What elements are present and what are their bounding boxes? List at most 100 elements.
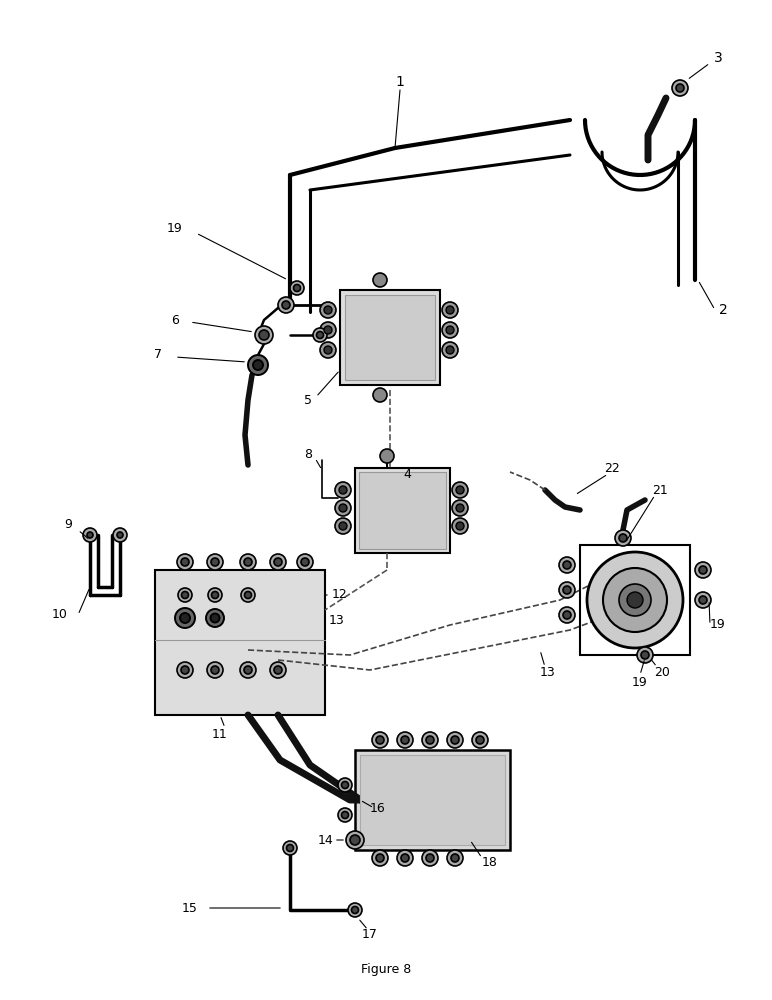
Circle shape <box>446 346 454 354</box>
Circle shape <box>320 302 336 318</box>
Text: 6: 6 <box>171 314 179 326</box>
Circle shape <box>699 596 707 604</box>
Circle shape <box>293 284 300 292</box>
Circle shape <box>426 736 434 744</box>
Bar <box>355 750 510 850</box>
Circle shape <box>175 608 195 628</box>
Circle shape <box>397 850 413 866</box>
Circle shape <box>456 486 464 494</box>
Circle shape <box>211 613 219 622</box>
Circle shape <box>447 732 463 748</box>
Circle shape <box>338 808 352 822</box>
Circle shape <box>240 554 256 570</box>
Text: 11: 11 <box>212 728 228 742</box>
Circle shape <box>177 554 193 570</box>
Circle shape <box>376 736 384 744</box>
Circle shape <box>274 558 282 566</box>
Circle shape <box>324 326 332 334</box>
Circle shape <box>313 328 327 342</box>
Text: Figure 8: Figure 8 <box>361 964 411 976</box>
Circle shape <box>290 281 304 295</box>
Circle shape <box>559 557 575 573</box>
Circle shape <box>87 532 93 538</box>
Circle shape <box>373 273 387 287</box>
Circle shape <box>341 812 348 818</box>
Circle shape <box>563 561 571 569</box>
Circle shape <box>350 835 360 845</box>
Circle shape <box>270 554 286 570</box>
Text: 19: 19 <box>167 222 183 234</box>
Text: 19: 19 <box>710 618 726 632</box>
Circle shape <box>442 322 458 338</box>
Circle shape <box>627 592 643 608</box>
Circle shape <box>351 906 358 914</box>
Circle shape <box>348 903 362 917</box>
Circle shape <box>372 732 388 748</box>
Bar <box>340 290 440 385</box>
Circle shape <box>563 586 571 594</box>
Circle shape <box>324 346 332 354</box>
Bar <box>155 570 325 715</box>
Circle shape <box>278 297 294 313</box>
Text: 19: 19 <box>632 676 648 688</box>
Circle shape <box>117 532 123 538</box>
Circle shape <box>324 306 332 314</box>
Circle shape <box>320 342 336 358</box>
Circle shape <box>177 662 193 678</box>
Circle shape <box>211 666 219 674</box>
Circle shape <box>339 486 347 494</box>
Circle shape <box>297 554 313 570</box>
Text: 14: 14 <box>318 834 334 846</box>
Circle shape <box>240 662 256 678</box>
Circle shape <box>637 647 653 663</box>
Circle shape <box>476 736 484 744</box>
Bar <box>360 755 505 845</box>
Circle shape <box>83 528 97 542</box>
Circle shape <box>206 609 224 627</box>
Circle shape <box>207 662 223 678</box>
Circle shape <box>211 558 219 566</box>
Circle shape <box>335 518 351 534</box>
Circle shape <box>207 554 223 570</box>
Circle shape <box>676 84 684 92</box>
Circle shape <box>615 530 631 546</box>
Circle shape <box>335 500 351 516</box>
Circle shape <box>113 528 127 542</box>
Circle shape <box>447 850 463 866</box>
Circle shape <box>241 588 255 602</box>
Circle shape <box>253 360 263 370</box>
Circle shape <box>380 449 394 463</box>
Text: 5: 5 <box>304 393 312 406</box>
Circle shape <box>451 736 459 744</box>
Bar <box>345 295 435 380</box>
Circle shape <box>603 568 667 632</box>
Circle shape <box>181 591 188 598</box>
Circle shape <box>397 732 413 748</box>
Circle shape <box>422 732 438 748</box>
Circle shape <box>282 301 290 309</box>
Circle shape <box>452 518 468 534</box>
Circle shape <box>274 666 282 674</box>
Text: 8: 8 <box>304 448 312 462</box>
Circle shape <box>559 582 575 598</box>
Text: 10: 10 <box>52 608 68 621</box>
Circle shape <box>472 732 488 748</box>
Circle shape <box>563 611 571 619</box>
Circle shape <box>346 831 364 849</box>
Text: 13: 13 <box>329 613 345 626</box>
Text: 3: 3 <box>713 51 723 65</box>
Circle shape <box>373 388 387 402</box>
Circle shape <box>401 736 409 744</box>
Text: 12: 12 <box>332 588 348 601</box>
Circle shape <box>446 326 454 334</box>
Circle shape <box>339 504 347 512</box>
Circle shape <box>244 558 252 566</box>
Circle shape <box>181 666 189 674</box>
Circle shape <box>372 850 388 866</box>
Circle shape <box>255 326 273 344</box>
Text: 20: 20 <box>654 666 670 678</box>
Circle shape <box>339 522 347 530</box>
Circle shape <box>248 355 268 375</box>
Circle shape <box>376 854 384 862</box>
Circle shape <box>426 854 434 862</box>
